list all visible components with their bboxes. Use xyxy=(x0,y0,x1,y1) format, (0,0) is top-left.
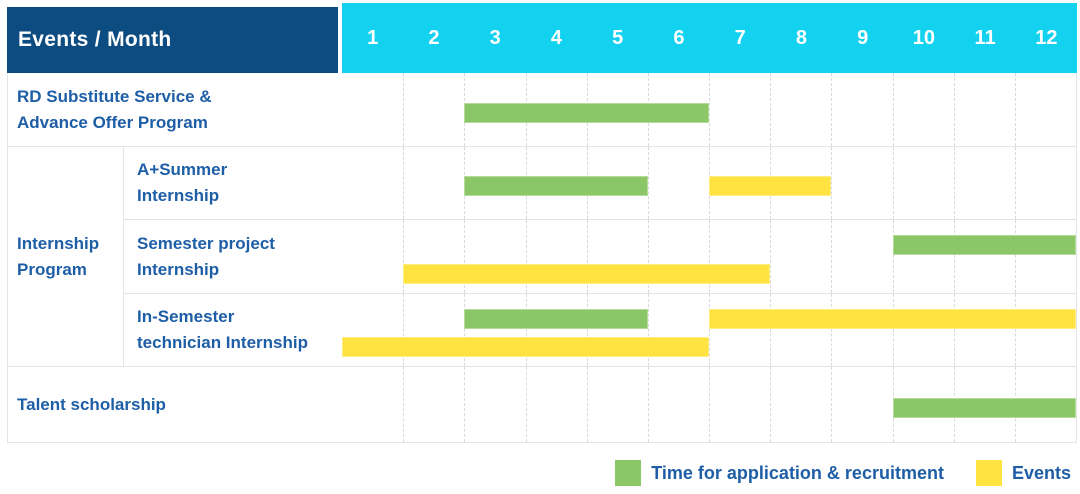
month-gridline xyxy=(770,73,772,146)
month-header-5: 5 xyxy=(612,26,624,49)
row-label-semester-project-internship: Semester project Internship xyxy=(124,220,342,294)
month-gridline xyxy=(831,294,833,366)
row-label-text: Semester project Internship xyxy=(137,233,275,279)
month-gridline xyxy=(709,367,710,442)
month-gridline xyxy=(709,73,710,146)
month-gridline xyxy=(464,294,466,366)
legend: Time for application & recruitment Event… xyxy=(615,457,1071,489)
chart-row-rd-substitute-service xyxy=(342,73,1077,147)
month-gridline xyxy=(953,147,955,219)
gantt-table: Events / Month 1 2 3 4 5 6 7 8 9 10 11 1… xyxy=(7,3,1077,443)
month-header-1: 1 xyxy=(367,26,379,49)
month-header-12: 12 xyxy=(1035,26,1058,49)
month-header-4: 4 xyxy=(550,26,562,49)
month-header-7: 7 xyxy=(734,26,746,49)
chart-row-semester-project-internship xyxy=(342,220,1077,294)
legend-application-label: Time for application & recruitment xyxy=(651,462,944,483)
row-label-text: RD Substitute Service & Advance Offer Pr… xyxy=(17,86,212,132)
month-gridline xyxy=(709,294,710,366)
chart-row-in-semester-technician-internship xyxy=(342,294,1077,367)
month-gridline xyxy=(831,367,833,442)
gantt-bar-event xyxy=(342,337,709,358)
month-gridline xyxy=(831,73,833,146)
month-gridline xyxy=(953,73,955,146)
row-label-in-semester-technician-internship: In-Semester technician Internship xyxy=(124,294,342,367)
legend-event-swatch xyxy=(975,460,1002,486)
month-gridline xyxy=(1014,294,1016,366)
month-gridline xyxy=(403,73,405,146)
month-gridline xyxy=(586,367,588,442)
month-gridline xyxy=(770,367,772,442)
gantt-bar-event xyxy=(709,309,1076,330)
month-gridline xyxy=(770,220,772,293)
month-gridline xyxy=(403,367,405,442)
month-gridline xyxy=(464,220,466,293)
month-gridline xyxy=(892,73,894,146)
month-header-8: 8 xyxy=(795,26,807,49)
legend-application-swatch xyxy=(615,460,642,486)
gantt-bar-event xyxy=(709,176,832,196)
month-gridline xyxy=(403,147,405,219)
month-gridline xyxy=(709,220,710,293)
month-gridline xyxy=(892,147,894,219)
month-gridline xyxy=(464,367,466,442)
month-gridline xyxy=(647,220,649,293)
row-label-text: Talent scholarship xyxy=(17,394,166,414)
month-header-10: 10 xyxy=(912,26,935,49)
month-gridline xyxy=(831,220,833,293)
month-gridline xyxy=(953,294,955,366)
month-gridline xyxy=(770,294,772,366)
group-label-internship-program: Internship Program xyxy=(7,147,124,367)
month-gridline xyxy=(403,220,405,293)
gantt-bar-application xyxy=(892,397,1076,418)
month-header-row: 1 2 3 4 5 6 7 8 9 10 11 12 xyxy=(342,3,1077,73)
group-label-text: Internship Program xyxy=(17,233,100,279)
month-header-3: 3 xyxy=(489,26,501,49)
month-header-6: 6 xyxy=(673,26,685,49)
month-gridline xyxy=(647,147,649,219)
month-gridline xyxy=(586,220,588,293)
row-label-talent-scholarship: Talent scholarship xyxy=(7,367,342,443)
month-gridline xyxy=(525,294,527,366)
gantt-bar-application xyxy=(464,309,648,330)
month-gridline xyxy=(1014,147,1016,219)
row-label-rd-substitute-service: RD Substitute Service & Advance Offer Pr… xyxy=(7,73,342,147)
month-header-9: 9 xyxy=(857,26,869,49)
month-gridline xyxy=(953,220,955,293)
month-gridline xyxy=(647,294,649,366)
chart-row-a-plus-summer-internship xyxy=(342,147,1077,220)
chart-row-talent-scholarship xyxy=(342,367,1077,443)
month-gridline xyxy=(525,367,527,442)
gantt-bar-application xyxy=(464,176,648,196)
gantt-bar-application xyxy=(464,102,709,123)
month-gridline xyxy=(525,220,527,293)
gantt-bar-application xyxy=(892,235,1076,256)
row-label-text: In-Semester technician Internship xyxy=(137,307,308,352)
month-gridline xyxy=(892,220,894,293)
month-gridline xyxy=(1014,73,1016,146)
gantt-bar-event xyxy=(403,263,771,284)
month-gridline xyxy=(403,294,405,366)
row-label-text: A+Summer Internship xyxy=(137,160,228,205)
month-gridline xyxy=(586,294,588,366)
month-gridline xyxy=(831,147,833,219)
month-header-11: 11 xyxy=(974,26,996,49)
month-header-2: 2 xyxy=(428,26,440,49)
row-label-a-plus-summer-internship: A+Summer Internship xyxy=(124,147,342,220)
corner-header-label: Events / Month xyxy=(18,28,172,51)
legend-event-label: Events xyxy=(1011,462,1071,483)
month-gridline xyxy=(1014,220,1016,293)
table-corner-header: Events / Month xyxy=(7,7,338,73)
month-gridline xyxy=(647,367,649,442)
month-gridline xyxy=(892,294,894,366)
